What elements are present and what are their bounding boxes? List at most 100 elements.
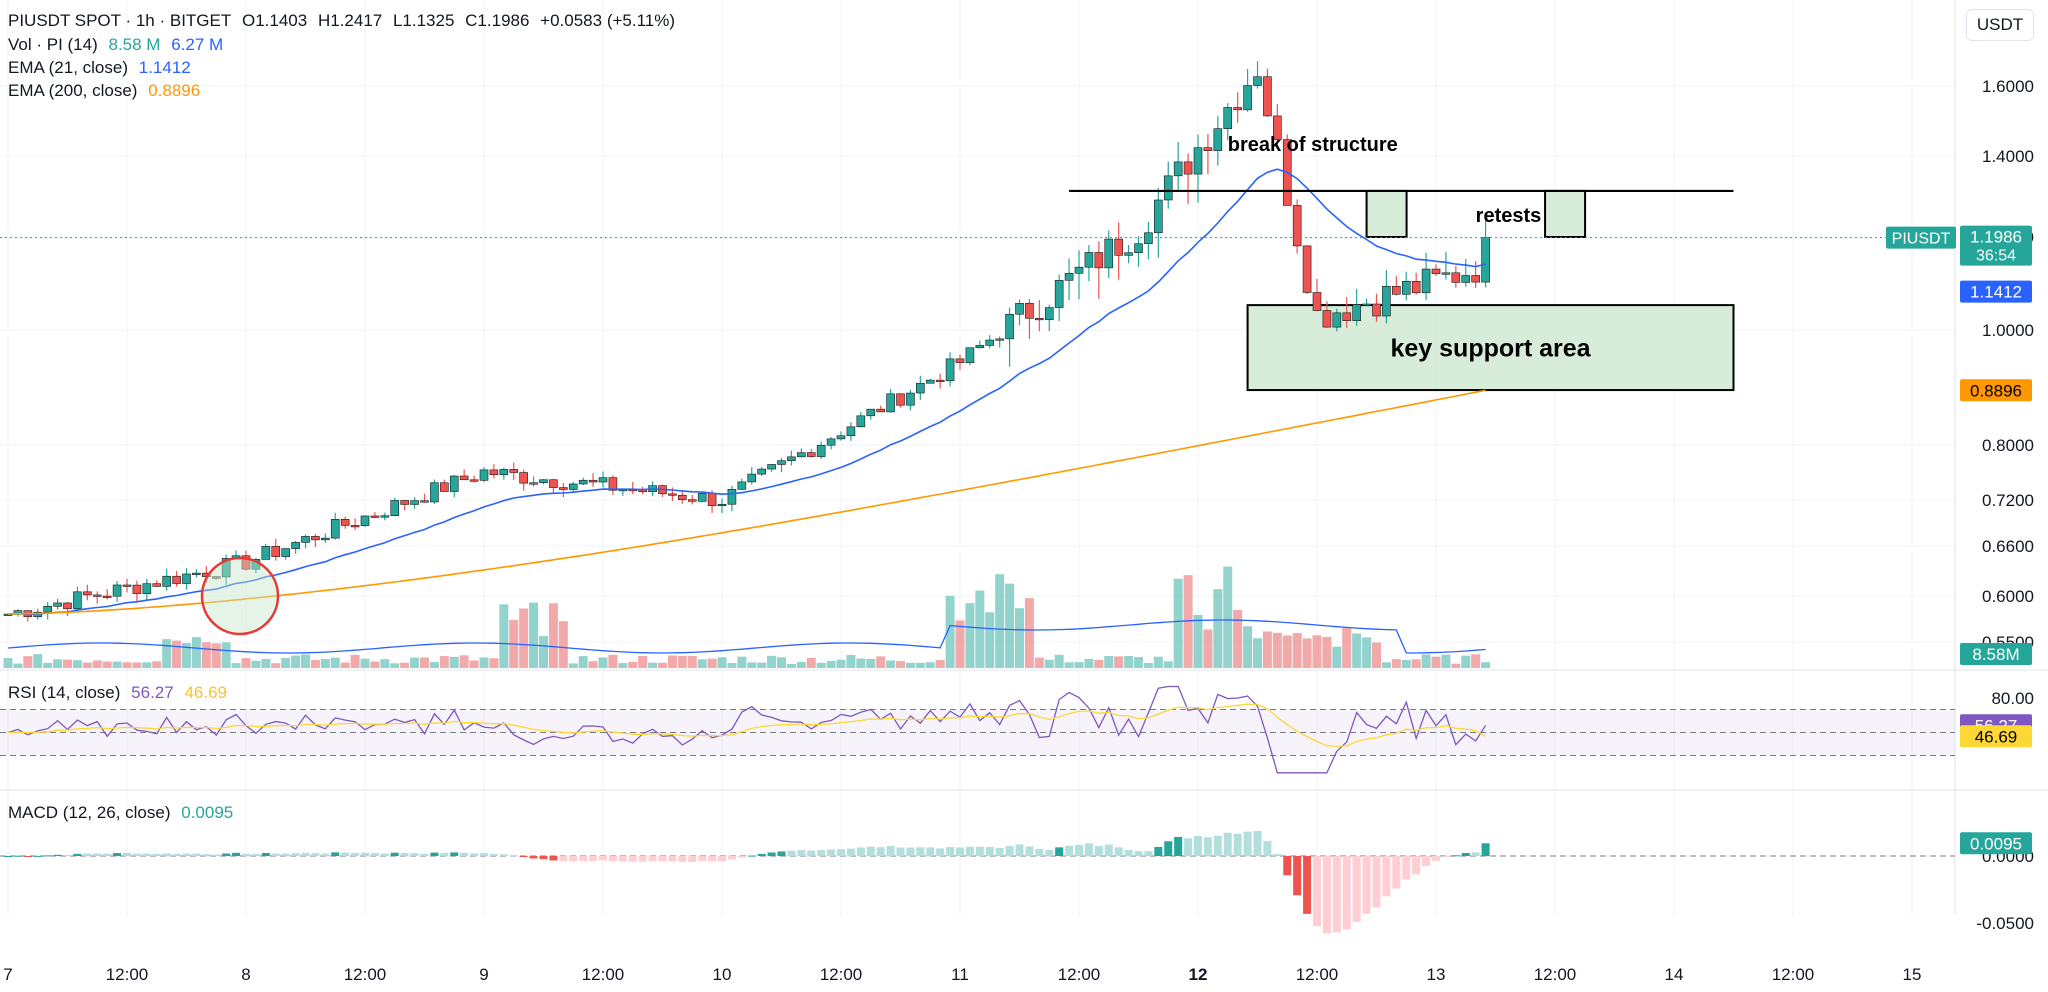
volume-bar: [499, 604, 509, 668]
macd-histogram-bar: [757, 853, 766, 856]
volume-bar: [1451, 663, 1461, 668]
macd-histogram-bar: [638, 856, 647, 862]
volume-bar: [1064, 662, 1074, 668]
macd-histogram-bar: [896, 847, 905, 856]
chart-axes: 1.60001.40001.20001.00000.80000.72000.66…: [0, 77, 2034, 984]
candle-body: [935, 379, 945, 382]
volume-bar: [191, 637, 201, 668]
support-zone-label: key support area: [1390, 335, 1591, 363]
macd-histogram-bar: [33, 855, 42, 857]
macd-histogram-bar: [886, 846, 895, 856]
rsi-legend[interactable]: RSI (14, close) 56.27 46.69: [8, 682, 233, 704]
macd-histogram-bar: [1213, 835, 1222, 856]
volume-bar: [132, 662, 142, 668]
ema200-label: EMA (200, close): [8, 81, 138, 100]
volume-bar: [767, 655, 777, 668]
candle-body: [549, 479, 558, 488]
macd-histogram-bar: [23, 856, 32, 857]
volume-bar: [3, 658, 13, 668]
volume-ma-line: [7, 619, 1486, 654]
volume-bar: [1411, 659, 1421, 668]
volume-bar: [53, 659, 63, 668]
volume-bar: [866, 658, 876, 668]
time-tick-label: 15: [1903, 965, 1922, 984]
macd-legend[interactable]: MACD (12, 26, close) 0.0095: [8, 802, 239, 824]
volume-bar: [162, 639, 172, 668]
volume-bar: [568, 663, 578, 668]
volume-bar: [836, 659, 846, 668]
macd-histogram-bar: [1451, 855, 1460, 857]
macd-histogram-bar: [13, 855, 22, 857]
volume-bar: [747, 662, 757, 668]
candle-body: [955, 358, 965, 363]
volume-bar: [261, 658, 271, 668]
candle-body: [1203, 147, 1213, 151]
candle-body: [767, 464, 776, 470]
candle-body: [1163, 175, 1173, 201]
volume-bar: [82, 662, 92, 668]
volume-bar: [241, 658, 251, 668]
macd-histogram-bar: [1015, 844, 1024, 856]
candle-body: [1064, 272, 1074, 281]
volume-bar: [380, 659, 390, 668]
candle-body: [945, 358, 955, 382]
price-tick-label: 0.8000: [1982, 436, 2034, 455]
symbol-header: PIUSDT SPOT · 1h · BITGET O1.1403 H1.241…: [8, 10, 681, 32]
currency-button[interactable]: USDT: [1966, 9, 2034, 41]
candle-body: [1451, 272, 1461, 283]
macd-histogram-bar: [1412, 856, 1421, 875]
candle-body: [1382, 285, 1391, 317]
candle-body: [1401, 281, 1411, 295]
volume-bar: [1272, 632, 1282, 668]
macd-histogram-bar: [787, 850, 796, 856]
candle-body: [440, 482, 449, 492]
volume-bar: [1262, 631, 1272, 668]
macd-histogram-bar: [291, 853, 300, 856]
macd-histogram-bar: [1471, 852, 1480, 856]
time-tick-label: 13: [1427, 965, 1446, 984]
macd-histogram-bar: [1352, 856, 1361, 922]
ema200-legend[interactable]: EMA (200, close) 0.8896: [8, 80, 206, 102]
volume-legend[interactable]: Vol · PI (14) 8.58 M 6.27 M: [8, 34, 229, 56]
volume-bar: [1481, 662, 1491, 668]
volume-bar: [608, 654, 618, 668]
volume-bar: [1391, 659, 1401, 668]
candle-body: [1134, 243, 1143, 254]
candle-body: [489, 469, 499, 476]
volume-bar: [1352, 633, 1362, 668]
macd-histogram-bar: [73, 853, 82, 856]
volume-bar: [251, 660, 261, 668]
volume-bar: [727, 663, 737, 668]
candle-body: [876, 408, 885, 413]
volume-bar: [479, 657, 489, 668]
candle-body: [469, 479, 479, 482]
ema21-value: 1.1412: [138, 58, 191, 77]
rsi-pane: [0, 685, 1955, 774]
candle-body: [182, 573, 191, 584]
macd-histogram-bar: [182, 853, 191, 856]
candle-body: [380, 515, 390, 518]
volume-bar: [13, 663, 23, 668]
price-tick-label: 0.6000: [1982, 587, 2034, 606]
candle-body: [112, 584, 122, 597]
volume-bar: [1005, 583, 1015, 668]
macd-pane: [0, 830, 1955, 934]
volume-bar: [122, 662, 132, 668]
macd-histogram-bar: [1342, 856, 1351, 930]
macd-badge: 0.0095: [1970, 834, 2022, 853]
macd-histogram-bar: [63, 854, 72, 856]
volume-bar: [43, 662, 53, 668]
macd-histogram-bar: [718, 856, 726, 862]
macd-histogram-bar: [370, 853, 379, 856]
macd-histogram-bar: [1481, 843, 1490, 856]
macd-histogram-bar: [678, 856, 687, 862]
volume-bar: [896, 661, 905, 668]
macd-histogram-bar: [559, 856, 568, 862]
break-of-structure-label: break of structure: [1228, 134, 1398, 156]
volume-bar: [1153, 656, 1163, 668]
candle-body: [172, 575, 181, 584]
ema21-legend[interactable]: EMA (21, close) 1.1412: [8, 57, 197, 79]
candlesticks[interactable]: [3, 61, 1490, 622]
time-tick-label: 12:00: [106, 965, 149, 984]
